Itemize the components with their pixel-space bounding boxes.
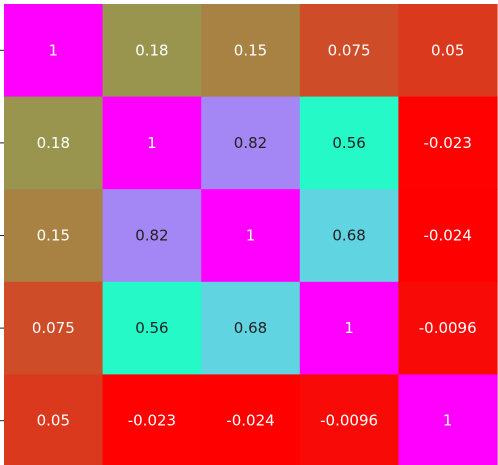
heatmap-cell-label-1-0: 0.18 — [37, 134, 70, 152]
heatmap-cell-1-0 — [4, 96, 104, 190]
heatmap-cell-label-1-4: -0.023 — [424, 134, 472, 152]
heatmap-cell-3-1 — [102, 281, 202, 375]
heatmap-cell-label-4-0: 0.05 — [37, 412, 70, 430]
axis-ticks — [0, 49, 4, 422]
heatmap-cell-0-2 — [201, 4, 301, 98]
heatmap-cell-label-4-3: -0.0096 — [320, 412, 378, 430]
heatmap-cell-label-3-2: 0.68 — [234, 319, 267, 337]
heatmap-cell-0-0 — [4, 4, 104, 98]
heatmap-cell-label-3-3: 1 — [344, 319, 354, 337]
heatmap-cell-1-4 — [398, 96, 498, 190]
heatmap-cell-label-0-0: 1 — [49, 41, 59, 59]
heatmap-cell-2-1 — [102, 189, 202, 283]
heatmap-cell-2-0 — [4, 189, 104, 283]
heatmap-cell-label-1-2: 0.82 — [234, 134, 267, 152]
heatmap-cell-3-3 — [299, 281, 399, 375]
heatmap-cells: 1 0.18 0.15 0.075 0.05 0.18 1 0.82 0.56 -0.023 0.1… — [4, 4, 498, 465]
heatmap-cell-0-4 — [398, 4, 498, 98]
heatmap-cell-0-3 — [299, 4, 399, 98]
heatmap-cell-label-0-3: 0.075 — [328, 41, 371, 59]
heatmap-cell-label-4-1: -0.023 — [128, 412, 176, 430]
heatmap-cell-label-2-4: -0.024 — [424, 227, 472, 245]
heatmap-cell-4-4 — [398, 374, 498, 465]
heatmap-cell-2-3 — [299, 189, 399, 283]
heatmap-cell-label-3-0: 0.075 — [32, 319, 75, 337]
heatmap-cell-4-1 — [102, 374, 202, 465]
heatmap-cell-label-2-2: 1 — [246, 227, 256, 245]
heatmap-cell-3-2 — [201, 281, 301, 375]
heatmap-cell-label-0-2: 0.15 — [234, 41, 267, 59]
heatmap-cell-label-2-1: 0.82 — [135, 227, 168, 245]
heatmap-cell-2-2 — [201, 189, 301, 283]
heatmap-cell-label-0-4: 0.05 — [431, 41, 464, 59]
heatmap-cell-label-3-4: -0.0096 — [419, 319, 477, 337]
heatmap-cell-1-2 — [201, 96, 301, 190]
heatmap-cell-label-1-3: 0.56 — [332, 134, 365, 152]
heatmap-cell-3-0 — [4, 281, 104, 375]
heatmap-cell-label-2-3: 0.68 — [332, 227, 365, 245]
heatmap-cell-label-4-4: 1 — [443, 412, 453, 430]
heatmap-cell-4-3 — [299, 374, 399, 465]
heatmap-cell-3-4 — [398, 281, 498, 375]
heatmap-cell-1-3 — [299, 96, 399, 190]
heatmap-cell-4-0 — [4, 374, 104, 465]
heatmap-cell-label-2-0: 0.15 — [37, 227, 70, 245]
heatmap-cell-label-3-1: 0.56 — [135, 319, 168, 337]
heatmap-cell-label-0-1: 0.18 — [135, 41, 168, 59]
heatmap-cell-label-4-2: -0.024 — [226, 412, 274, 430]
heatmap-cell-4-2 — [201, 374, 301, 465]
heatmap-cell-0-1 — [102, 4, 202, 98]
heatmap-cell-2-4 — [398, 189, 498, 283]
heatmap-cell-1-1 — [102, 96, 202, 190]
heatmap-cell-label-1-1: 1 — [147, 134, 157, 152]
